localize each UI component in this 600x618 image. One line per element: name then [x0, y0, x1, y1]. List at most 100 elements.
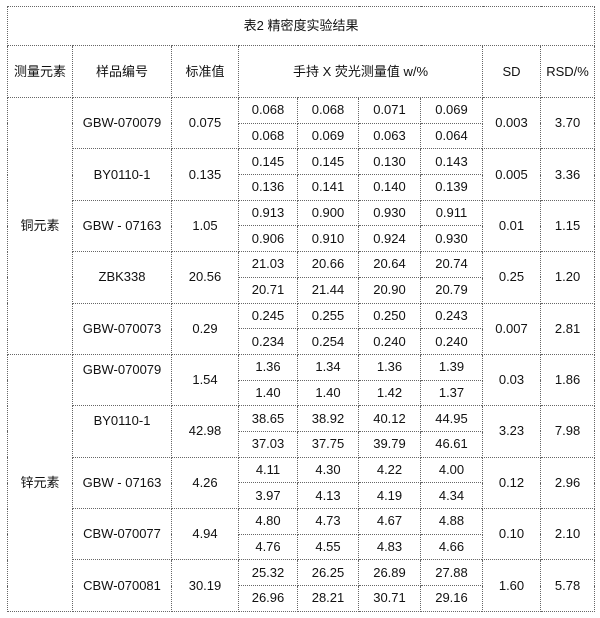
- header-sample: 样品编号: [72, 45, 172, 98]
- sd-cell: 3.23: [482, 405, 541, 458]
- standard-value-cell: 0.135: [171, 148, 239, 201]
- measured-value-cell: 0.145: [238, 148, 298, 176]
- measured-value-cell: 4.88: [420, 508, 483, 535]
- standard-value-cell: 4.26: [171, 456, 239, 510]
- sample-id-cell: GBW-070079: [72, 96, 172, 150]
- measured-value-cell: 37.75: [297, 430, 359, 458]
- measured-value-cell: 0.243: [420, 302, 483, 330]
- measured-value-cell: 21.03: [238, 251, 298, 278]
- table-row: ZBK338 20.56 21.03 20.66 20.64 20.74 0.25 1.20: [8, 251, 596, 304]
- standard-value-cell: 0.29: [171, 302, 239, 355]
- standard-value-cell: 0.075: [171, 96, 239, 150]
- measured-value-cell: 27.88: [420, 559, 483, 587]
- measured-value-cell: 4.34: [420, 482, 483, 509]
- measured-value-cell: 1.40: [238, 379, 298, 407]
- sample-id-cell: GBW - 07163: [72, 199, 172, 253]
- table-row: 0.068 0.069 0.063 0.064: [8, 122, 595, 150]
- measured-value-cell: 0.068: [297, 97, 359, 124]
- measured-value-cell: 0.145: [297, 148, 359, 176]
- measured-value-cell: 4.80: [238, 508, 298, 535]
- standard-value-cell: 4.94: [171, 507, 239, 561]
- standard-value-cell: 20.56: [171, 251, 239, 304]
- measured-value-cell: 38.92: [297, 405, 359, 432]
- measured-value-cell: 0.063: [358, 122, 421, 150]
- table-row: 37.03 37.75 39.79 46.61: [8, 430, 595, 458]
- measured-value-cell: 0.245: [238, 302, 298, 330]
- measured-value-cell: 4.22: [358, 456, 421, 484]
- standard-value-cell: 1.54: [171, 353, 239, 407]
- measured-value-cell: 0.250: [358, 302, 421, 330]
- sd-cell: 0.25: [482, 251, 541, 304]
- measured-value-cell: 1.36: [238, 353, 298, 381]
- table-row: BY0110-1 0.135 0.145 0.145 0.130 0.143 0.005 3.…: [8, 148, 596, 201]
- sd-cell: 1.60: [482, 559, 541, 612]
- measured-value-cell: 0.254: [297, 328, 359, 355]
- measured-value-cell: 20.71: [238, 276, 298, 304]
- measured-value-cell: 4.11: [238, 456, 298, 484]
- measured-value-cell: 0.911: [420, 199, 483, 227]
- measured-value-cell: 4.67: [358, 508, 421, 535]
- table-title: 表2 精密度实验结果: [6, 6, 596, 46]
- rsd-cell: 3.70: [539, 96, 596, 150]
- table-row: BY0110-1 42.98 38.65 38.92 40.12 44.95 3.23 7.9…: [8, 405, 596, 458]
- measured-value-cell: 0.913: [238, 199, 298, 227]
- measured-value-cell: 0.068: [238, 97, 298, 124]
- sd-cell: 0.12: [482, 456, 541, 510]
- measured-value-cell: 4.00: [420, 456, 483, 484]
- measured-value-cell: 0.240: [358, 328, 421, 355]
- table-row: GBW - 07163 4.26 4.11 4.30 4.22 4.00 0.12 2.96: [8, 456, 596, 510]
- measured-value-cell: 0.930: [420, 225, 483, 253]
- measured-value-cell: 20.74: [420, 251, 483, 278]
- header-rsd: RSD/%: [539, 45, 596, 98]
- measured-value-cell: 0.924: [358, 225, 421, 253]
- rsd-cell: 2.96: [539, 456, 596, 510]
- measured-value-cell: 1.37: [420, 379, 483, 407]
- measured-value-cell: 4.55: [297, 533, 359, 561]
- standard-value-cell: 30.19: [171, 559, 239, 612]
- measured-value-cell: 4.73: [297, 508, 359, 535]
- measured-value-cell: 0.069: [297, 122, 359, 150]
- measured-value-cell: 0.130: [358, 148, 421, 176]
- rsd-cell: 1.86: [539, 353, 596, 407]
- measured-value-cell: 1.40: [297, 379, 359, 407]
- measured-value-cell: 0.068: [238, 122, 298, 150]
- measured-value-cell: 0.069: [420, 97, 483, 124]
- header-sd: SD: [482, 45, 541, 98]
- rsd-cell: 7.98: [539, 405, 596, 458]
- measured-value-cell: 20.66: [297, 251, 359, 278]
- table-row: 铜元素 GBW-070079 0.075 0.068 0.068 0.071 0.069 0.…: [7, 96, 596, 355]
- sample-id-cell: GBW-070073: [72, 302, 172, 355]
- standard-value-cell: 42.98: [171, 405, 239, 458]
- rsd-cell: 1.15: [539, 199, 596, 253]
- measured-value-cell: 4.66: [420, 533, 483, 561]
- measured-value-cell: 0.900: [297, 199, 359, 227]
- measured-value-cell: 20.90: [358, 276, 421, 304]
- sd-cell: 0.03: [482, 353, 541, 407]
- measured-value-cell: 0.906: [238, 225, 298, 253]
- measured-value-cell: 26.89: [358, 559, 421, 587]
- measured-value-cell: 40.12: [358, 405, 421, 432]
- table-row: 1.40 1.40 1.42 1.37: [8, 379, 595, 407]
- measured-value-cell: 37.03: [238, 430, 298, 458]
- table-row: GBW-070073 0.29 0.245 0.255 0.250 0.243 0.007 2…: [8, 302, 596, 355]
- sample-id-cell: GBW-070079: [72, 353, 172, 407]
- measured-value-cell: 30.71: [358, 585, 421, 612]
- measured-value-cell: 4.19: [358, 482, 421, 509]
- rsd-cell: 2.81: [539, 302, 596, 355]
- measured-value-cell: 29.16: [420, 585, 483, 612]
- table-row: 20.71 21.44 20.90 20.79: [8, 276, 595, 304]
- measured-value-cell: 0.240: [420, 328, 483, 355]
- measured-value-cell: 1.36: [358, 353, 421, 381]
- rsd-cell: 5.78: [539, 559, 596, 612]
- table-row: 0.906 0.910 0.924 0.930: [8, 225, 595, 253]
- measured-value-cell: 0.234: [238, 328, 298, 355]
- measured-value-cell: 25.32: [238, 559, 298, 587]
- measured-value-cell: 26.25: [297, 559, 359, 587]
- measured-value-cell: 0.064: [420, 122, 483, 150]
- sd-cell: 0.01: [482, 199, 541, 253]
- table-row: CBW-070077 4.94 4.80 4.73 4.67 4.88 0.10 2.10: [8, 507, 596, 561]
- table-row: GBW - 07163 1.05 0.913 0.900 0.930 0.911 0.01 1…: [8, 199, 596, 253]
- measured-value-cell: 0.140: [358, 174, 421, 201]
- sample-id-cell: GBW - 07163: [72, 456, 172, 510]
- measured-value-cell: 44.95: [420, 405, 483, 432]
